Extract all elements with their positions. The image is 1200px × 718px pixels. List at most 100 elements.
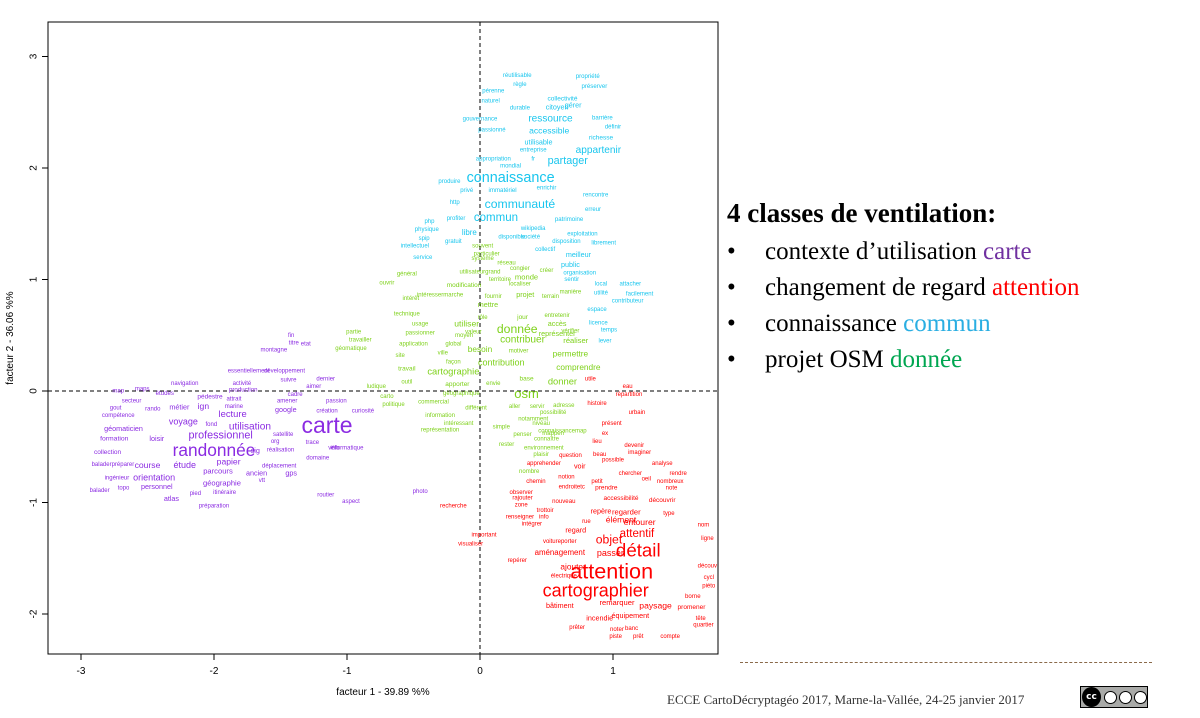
word-donnee: travail	[398, 365, 416, 372]
word-donnee: plaisir	[533, 452, 549, 458]
word-attention: objet	[596, 533, 623, 547]
word-carte: lecture	[219, 408, 247, 419]
word-donnee: ville	[438, 351, 449, 357]
word-attention: détail	[616, 539, 661, 560]
word-carte: personnel	[141, 482, 173, 491]
word-commun: patrimoine	[555, 216, 584, 223]
word-carte: parcours	[203, 466, 233, 475]
word-attention: repérer	[508, 558, 527, 564]
word-attention: petit	[591, 479, 603, 485]
footer-text: ECCE CartoDécryptagéo 2017, Marne-la-Val…	[667, 692, 1025, 707]
word-donnee: utiliser	[454, 318, 479, 328]
word-carte: vtt	[259, 478, 266, 484]
word-donnee: notamment	[518, 416, 548, 422]
word-attention: entourer	[624, 517, 656, 527]
word-carte: papier	[217, 457, 241, 467]
word-attention: ex	[602, 431, 608, 437]
word-commun: librement	[591, 240, 616, 246]
word-commun: utilité	[594, 290, 609, 296]
word-carte: photo	[413, 489, 429, 495]
word-commun: passionné	[478, 128, 506, 134]
word-donnee: différent	[465, 405, 487, 411]
word-cloud-factor-plot: -3 -2 -1 0 1 -2 -1 0 1 2 3 carte randonnéeprofessio…	[5, 21, 719, 698]
word-donnee: système	[471, 256, 494, 262]
nc-icon	[1119, 690, 1132, 704]
word-carte: orientation	[133, 472, 175, 482]
y-tick-label: 3	[29, 53, 40, 59]
word-donnee: intéressermarche	[417, 293, 464, 299]
word-carte: marine	[225, 404, 244, 410]
sa-icon	[1134, 690, 1147, 704]
word-attention: paysage	[639, 600, 672, 610]
word-attention: découvrir	[649, 497, 677, 504]
word-carte: map	[112, 389, 124, 395]
word-commun: préserver	[582, 83, 608, 90]
word-donnee: possibilité	[540, 410, 567, 416]
word-carte: voyage	[169, 417, 198, 427]
word-carte: itinéraire	[213, 490, 237, 496]
word-commun: appropriation	[476, 157, 511, 163]
word-attention: type	[663, 511, 675, 517]
word-carte: carte	[301, 412, 352, 438]
word-attention: découv	[698, 564, 717, 570]
legend-item-label: changement de regard	[765, 274, 986, 301]
word-attention: visualiser	[458, 541, 483, 547]
word-donnee: passionner	[405, 331, 434, 337]
word-donnee: connaître	[534, 437, 560, 443]
word-commun: profiter	[447, 216, 466, 222]
word-attention: attention	[570, 558, 653, 583]
word-attention: quartier	[693, 623, 713, 629]
word-commun: exploitation	[567, 231, 597, 237]
legend-item-keyword: commun	[903, 310, 991, 337]
word-donnee: réaliser	[563, 336, 588, 345]
word-donnee: commercial	[418, 400, 449, 406]
word-commun: attacher	[619, 282, 641, 288]
word-carte: domaine	[306, 455, 330, 461]
word-donnee: partie	[346, 329, 362, 335]
y-tick-label: 0	[29, 388, 40, 394]
word-attention: électrique	[551, 574, 578, 580]
word-commun: collectivité	[547, 96, 577, 103]
word-commun: barrière	[592, 115, 613, 121]
word-commun: fr	[531, 157, 535, 163]
word-carte: étude	[173, 460, 196, 470]
word-carte: réalisation	[267, 448, 294, 454]
word-commun: pérenne	[482, 89, 505, 95]
word-donnee: réseau	[497, 260, 515, 266]
word-carte: essentiellement	[228, 369, 270, 375]
bullet-icon: •	[727, 346, 736, 373]
word-commun: mondial	[500, 163, 521, 169]
word-attention: recherche	[440, 503, 467, 509]
word-attention: rue	[582, 519, 591, 525]
word-carte: amener	[277, 399, 297, 405]
word-commun: connaissance	[467, 170, 555, 186]
word-commun: http	[450, 200, 461, 206]
word-donnee: intéressant	[444, 421, 474, 427]
word-carte: course	[135, 460, 161, 470]
word-donnee: donner	[548, 376, 577, 387]
x-tick-label: 0	[477, 666, 483, 677]
y-tick-label: 1	[29, 276, 40, 282]
word-attention: renseigner	[506, 515, 534, 521]
word-donnee: souvent	[472, 244, 493, 250]
word-carte: aspect	[342, 499, 360, 505]
word-donnee: technique	[394, 312, 421, 318]
word-donnee: rester	[499, 442, 514, 448]
word-carte: vélo	[328, 445, 340, 451]
word-commun: spip	[419, 236, 431, 242]
word-donnee: politique	[382, 402, 405, 408]
word-commun: produire	[438, 179, 461, 185]
bullet-icon: •	[727, 238, 736, 265]
x-tick-label: -1	[343, 666, 352, 677]
word-commun: service	[413, 255, 433, 261]
creative-commons-badge[interactable]: cc	[1080, 686, 1148, 708]
word-donnee: jour	[516, 314, 529, 321]
word-commun: libre	[462, 228, 478, 237]
word-attention: beau	[593, 452, 606, 458]
word-commun: disponible	[498, 235, 526, 241]
word-donnee: valeur	[465, 329, 481, 335]
word-donnee: outil	[401, 380, 412, 386]
word-donnee: apporter	[445, 381, 470, 388]
word-donnee: créer	[540, 268, 554, 274]
